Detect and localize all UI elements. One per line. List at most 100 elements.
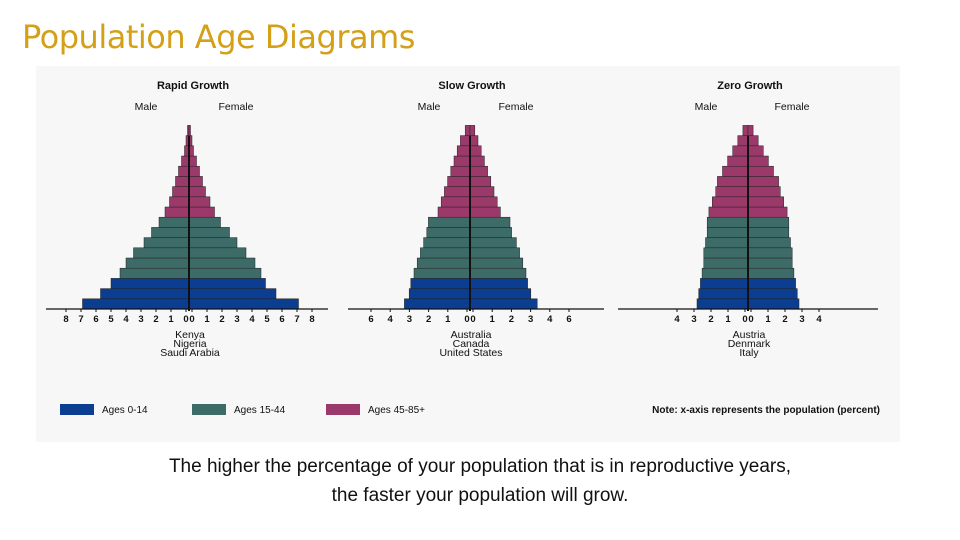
bar-male-55-59	[172, 186, 190, 198]
bar-female-10-14	[469, 278, 528, 289]
bar-female-5-9	[747, 288, 798, 300]
female-label: Female	[218, 101, 253, 113]
x-tick-label: 8	[309, 314, 314, 325]
bar-female-25-29	[469, 247, 520, 259]
bar-male-20-24	[416, 257, 471, 269]
bar-male-45-49	[437, 206, 471, 218]
legend-label: Ages 15-44	[234, 405, 286, 416]
bar-female-70-74	[469, 155, 485, 167]
x-tick-label: 2	[509, 314, 514, 325]
bar-female-80-84	[747, 135, 759, 147]
bar-female-75-79	[469, 145, 482, 157]
bar-male-55-59	[715, 186, 749, 198]
bar-male-60-64	[175, 176, 190, 187]
bar-male-50-54	[169, 196, 190, 208]
country-label: Saudi Arabia	[160, 347, 220, 359]
bar-male-10-14	[110, 278, 190, 289]
bar-female-5-9	[469, 288, 532, 300]
bar-male-45-49	[708, 206, 749, 218]
x-tick-label: 2	[782, 314, 787, 325]
bar-female-60-64	[747, 176, 779, 187]
pyramid-slow-growth: Slow Growth Male Female 6 4 3 2 1 0 0 1 2 3 4 6 Austral…	[348, 80, 604, 359]
bar-female-0-4	[188, 298, 299, 310]
country-label: Australia	[451, 329, 492, 341]
bar-male-40-44	[158, 216, 190, 228]
country-label: Nigeria	[173, 338, 206, 350]
bar-female-85+	[469, 125, 476, 136]
bar-female-35-39	[747, 227, 790, 238]
bar-female-80-84	[469, 135, 479, 147]
x-tick-label: 3	[138, 314, 143, 325]
x-tick-label: 1	[445, 314, 451, 325]
bar-male-30-34	[423, 237, 471, 249]
bar-female-0-4	[469, 298, 538, 310]
x-tick-label: 0	[464, 314, 469, 325]
bar-male-55-59	[444, 186, 471, 198]
axis-note: Note: x-axis represents the population (…	[652, 405, 880, 416]
bar-male-80-84	[460, 135, 471, 147]
x-tick-label: 0	[470, 314, 475, 325]
bar-female-20-24	[747, 257, 793, 269]
pyramid-figure: Rapid Growth Male Female 8 7 6 5 4 3 2 1 0 0 1 2 3 4 5 6 7 8…	[36, 66, 900, 442]
bar-male-85+	[464, 125, 471, 136]
bar-female-50-54	[469, 196, 498, 208]
bar-female-75-79	[747, 145, 764, 157]
bar-female-45-49	[469, 206, 501, 218]
legend-swatch	[326, 404, 360, 415]
bar-female-25-29	[747, 247, 793, 259]
bar-female-65-69	[469, 165, 488, 177]
bar-female-40-44	[469, 216, 511, 228]
bar-female-0-4	[747, 298, 800, 310]
bar-male-0-4	[82, 298, 190, 310]
bar-male-50-54	[440, 196, 471, 208]
x-tick-label: 5	[264, 314, 270, 325]
male-label: Male	[418, 101, 441, 113]
bar-female-50-54	[747, 196, 784, 208]
x-tick-label: 4	[249, 314, 255, 325]
bar-female-55-59	[747, 186, 781, 198]
country-label: Kenya	[175, 329, 205, 341]
caption-line-1: The higher the percentage of your popula…	[168, 456, 792, 477]
bar-female-85+	[188, 125, 191, 136]
bar-female-5-9	[188, 288, 277, 300]
x-tick-label: 4	[388, 314, 394, 325]
bar-male-0-4	[404, 298, 471, 310]
bar-male-10-14	[410, 278, 471, 289]
pyramid-title: Zero Growth	[717, 80, 783, 92]
bar-female-70-74	[188, 155, 197, 167]
bar-female-45-49	[747, 206, 788, 218]
x-tick-label: 5	[108, 314, 114, 325]
bar-male-65-69	[178, 165, 190, 177]
bar-male-40-44	[706, 216, 749, 228]
bar-male-5-9	[408, 288, 471, 300]
x-tick-label: 6	[279, 314, 284, 325]
bar-male-35-39	[426, 227, 471, 238]
bar-female-10-14	[747, 278, 796, 289]
bar-male-15-19	[701, 267, 749, 279]
male-label: Male	[695, 101, 718, 113]
x-tick-label: 3	[407, 314, 412, 325]
bar-female-40-44	[188, 216, 221, 228]
bar-male-65-69	[722, 165, 749, 177]
male-label: Male	[135, 101, 158, 113]
x-tick-label: 7	[78, 314, 83, 325]
bar-male-30-34	[705, 237, 749, 249]
x-tick-label: 4	[816, 314, 822, 325]
bar-male-80-84	[737, 135, 749, 147]
bar-male-25-29	[133, 247, 190, 259]
x-tick-label: 0	[189, 314, 194, 325]
pyramid-title: Slow Growth	[438, 80, 506, 92]
bar-female-20-24	[469, 257, 524, 269]
bar-female-20-24	[188, 257, 256, 269]
bar-male-60-64	[717, 176, 749, 187]
female-label: Female	[774, 101, 809, 113]
bar-male-50-54	[712, 196, 749, 208]
bar-female-15-19	[469, 267, 527, 279]
legend: Ages 0-14 Ages 15-44 Ages 45-85+ Note: x-ax…	[60, 404, 880, 416]
bar-male-75-79	[732, 145, 749, 157]
x-tick-label: 0	[183, 314, 188, 325]
bar-female-65-69	[747, 165, 774, 177]
legend-label: Ages 0-14	[102, 405, 148, 416]
legend-swatch	[60, 404, 94, 415]
